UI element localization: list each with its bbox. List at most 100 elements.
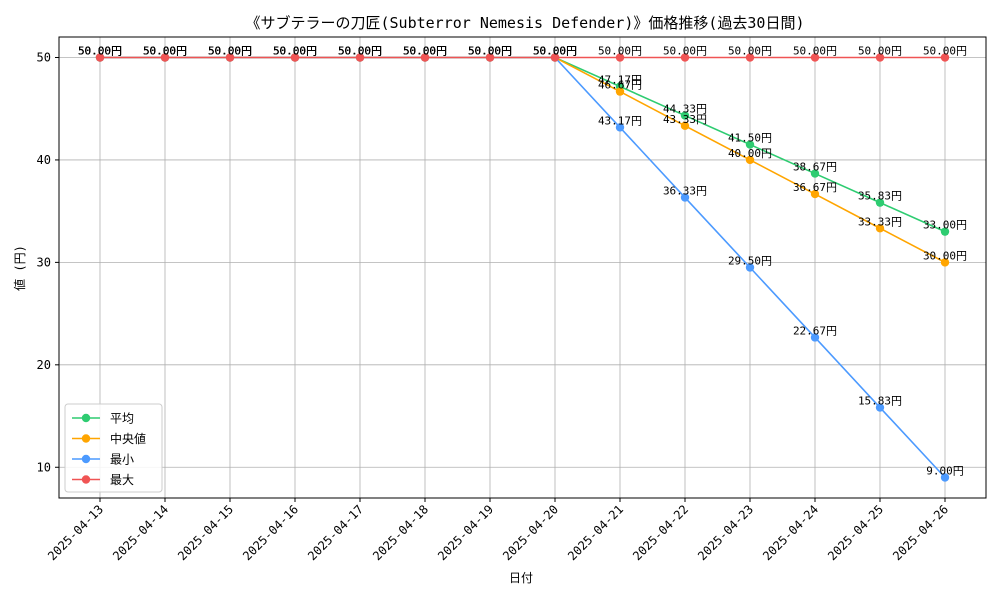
y-tick-label: 20 bbox=[37, 358, 51, 372]
data-label: 50.00円 bbox=[793, 44, 837, 57]
data-label: 50.00円 bbox=[208, 44, 252, 57]
data-point bbox=[810, 189, 820, 199]
data-label: 50.00円 bbox=[338, 44, 382, 57]
data-label: 50.00円 bbox=[273, 44, 317, 57]
data-label: 50.00円 bbox=[468, 44, 512, 57]
data-label: 50.00円 bbox=[78, 44, 122, 57]
data-label: 50.00円 bbox=[533, 44, 577, 57]
data-point bbox=[810, 333, 820, 342]
plot-area-frame bbox=[58, 36, 987, 499]
data-label: 50.00円 bbox=[468, 44, 512, 57]
data-point bbox=[875, 224, 885, 233]
data-label: 50.00円 bbox=[78, 44, 122, 57]
data-label: 50.00円 bbox=[403, 44, 447, 57]
data-point bbox=[940, 473, 950, 482]
data-label: 50.00円 bbox=[273, 44, 317, 57]
data-label: 50.00円 bbox=[143, 44, 187, 57]
series-lines bbox=[95, 53, 950, 482]
data-label: 30.00円 bbox=[923, 249, 967, 262]
data-point bbox=[420, 53, 430, 62]
data-label: 47.17円 bbox=[598, 73, 642, 86]
data-point bbox=[680, 53, 690, 62]
data-point bbox=[680, 121, 690, 131]
y-tick-label: 10 bbox=[37, 460, 51, 474]
data-label: 50.00円 bbox=[208, 44, 252, 57]
data-point bbox=[810, 169, 820, 178]
data-point bbox=[615, 53, 625, 62]
data-label: 50.00円 bbox=[403, 44, 447, 57]
data-point bbox=[940, 258, 950, 267]
data-point bbox=[485, 53, 495, 62]
data-label: 43.17円 bbox=[598, 114, 642, 127]
legend-marker bbox=[81, 475, 91, 484]
data-label: 50.00円 bbox=[208, 44, 252, 57]
y-tick-label: 40 bbox=[37, 153, 51, 167]
data-point bbox=[355, 53, 365, 62]
data-label: 50.00円 bbox=[338, 44, 382, 57]
data-label: 50.00円 bbox=[533, 44, 577, 57]
data-label: 50.00円 bbox=[403, 44, 447, 57]
data-label: 33.00円 bbox=[923, 219, 967, 232]
data-point bbox=[290, 53, 300, 62]
data-label: 50.00円 bbox=[728, 44, 772, 57]
data-label: 36.67円 bbox=[793, 181, 837, 194]
data-point bbox=[940, 53, 950, 62]
data-label: 50.00円 bbox=[208, 44, 252, 57]
data-point bbox=[810, 53, 820, 62]
data-label: 50.00円 bbox=[338, 44, 382, 57]
legend-label: 中央値 bbox=[110, 431, 146, 446]
data-label: 50.00円 bbox=[533, 44, 577, 57]
data-labels: 50.00円 50.00円 50.00円 50.00円 50.00円 50.00円 50.0… bbox=[78, 44, 967, 477]
data-point bbox=[745, 140, 755, 149]
data-label: 50.00円 bbox=[273, 44, 317, 57]
data-point bbox=[615, 87, 625, 96]
data-label: 40.00円 bbox=[728, 147, 772, 160]
legend-marker bbox=[81, 413, 91, 423]
data-point bbox=[680, 193, 690, 202]
data-point bbox=[875, 53, 885, 62]
data-point bbox=[745, 155, 755, 165]
data-label: 50.00円 bbox=[533, 44, 577, 57]
data-label: 50.00円 bbox=[143, 44, 187, 57]
y-axis-ticks: 10 20 30 40 50 bbox=[37, 50, 59, 474]
data-label: 41.50円 bbox=[728, 132, 772, 145]
legend-label: 平均 bbox=[110, 412, 134, 426]
data-label: 50.00円 bbox=[858, 44, 902, 57]
data-label: 36.33円 bbox=[663, 185, 707, 198]
data-label: 50.00円 bbox=[598, 44, 642, 57]
data-point bbox=[95, 53, 105, 62]
data-label: 9.00円 bbox=[926, 465, 964, 478]
legend-marker bbox=[81, 434, 91, 443]
data-point bbox=[615, 123, 625, 132]
data-label: 50.00円 bbox=[78, 44, 122, 57]
data-label: 44.33円 bbox=[663, 103, 707, 116]
data-label: 46.67円 bbox=[598, 79, 642, 92]
data-label: 50.00円 bbox=[403, 44, 447, 57]
y-tick-label: 50 bbox=[37, 50, 51, 64]
legend-marker bbox=[81, 454, 91, 464]
data-label: 22.67円 bbox=[793, 324, 837, 337]
data-label: 50.00円 bbox=[468, 44, 512, 57]
data-label: 38.67円 bbox=[793, 161, 837, 174]
data-label: 50.00円 bbox=[273, 44, 317, 57]
data-point bbox=[745, 263, 755, 272]
data-label: 15.83円 bbox=[858, 395, 902, 408]
legend-label: 最大 bbox=[110, 473, 134, 487]
data-point bbox=[875, 403, 885, 412]
data-point bbox=[550, 53, 560, 62]
data-point bbox=[875, 198, 885, 207]
legend-label: 最小 bbox=[110, 453, 134, 467]
data-point bbox=[225, 53, 235, 62]
data-label: 50.00円 bbox=[78, 44, 122, 57]
data-point bbox=[745, 53, 755, 62]
data-label: 33.33円 bbox=[858, 215, 902, 228]
legend-box bbox=[64, 403, 163, 493]
data-point bbox=[160, 53, 170, 62]
data-label: 50.00円 bbox=[143, 44, 187, 57]
data-point bbox=[940, 227, 950, 236]
data-label: 50.00円 bbox=[143, 44, 187, 57]
data-label: 50.00円 bbox=[468, 44, 512, 57]
